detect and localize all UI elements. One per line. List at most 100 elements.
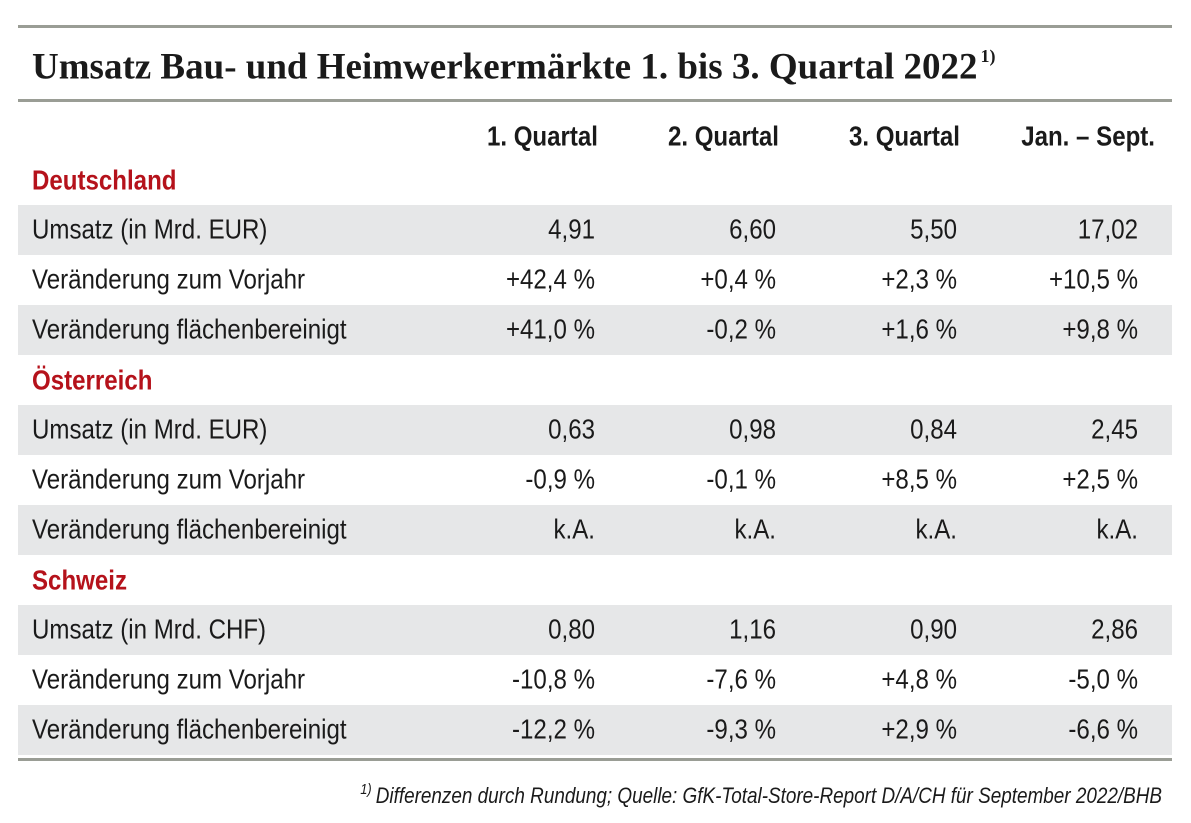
row-label-wrap: Veränderung zum Vorjahr [32,463,305,495]
top-rule [18,25,1172,28]
cell: 5,50 [910,213,957,245]
cell: +10,5 % [1049,263,1138,295]
cell: 2,86 [1091,613,1138,645]
cell: 0,90 [910,613,957,645]
cell: -0,9 % [525,463,595,495]
cell-wrap: 0,90 [910,613,957,645]
cell-wrap: 1,16 [729,613,776,645]
cell: +2,9 % [881,713,957,745]
row-label-wrap: Umsatz (in Mrd. EUR) [32,413,267,445]
cell-wrap: 0,80 [548,613,595,645]
cell-wrap: +2,9 % [881,713,957,745]
cell-wrap: k.A. [1097,513,1138,545]
section-label: Schweiz [32,564,127,596]
cell-wrap: -9,3 % [706,713,776,745]
cell: +2,3 % [881,263,957,295]
cell-wrap: +9,8 % [1062,313,1138,345]
cell-wrap: k.A. [554,513,595,545]
cell: -6,6 % [1068,713,1138,745]
cell: +41,0 % [506,313,595,345]
cell: 0,84 [910,413,957,445]
cell: k.A. [735,513,776,545]
row-shade [18,605,1172,655]
cell: -9,3 % [706,713,776,745]
cell-wrap: 6,60 [729,213,776,245]
cell-wrap: +41,0 % [506,313,595,345]
row-shade [18,505,1172,555]
row-label-wrap: Veränderung flächenbereinigt [32,713,347,745]
table-body: 1. Quartal 2. Quartal 3. Quartal Jan. – Sep… [18,120,1172,755]
cell: -12,2 % [512,713,595,745]
footnote-text: Differenzen durch Rundung; Quelle: GfK-T… [376,784,1162,809]
row-label-wrap: Veränderung zum Vorjahr [32,263,305,295]
cell: 4,91 [548,213,595,245]
cell: 17,02 [1078,213,1138,245]
cell-wrap: 5,50 [910,213,957,245]
cell: 0,80 [548,613,595,645]
title: Umsatz Bau- und Heimwerkermärkte 1. bis … [32,46,978,87]
cell: +0,4 % [700,263,776,295]
cell-wrap: 0,63 [548,413,595,445]
cell: 6,60 [729,213,776,245]
cell-wrap: +8,5 % [881,463,957,495]
cell-wrap: k.A. [735,513,776,545]
cell: 1,16 [729,613,776,645]
row-label: Veränderung flächenbereinigt [32,313,347,345]
section-label-wrap: Österreich [32,364,152,396]
cell-wrap: +2,5 % [1062,463,1138,495]
row-label: Umsatz (in Mrd. EUR) [32,213,267,245]
row-shade [18,705,1172,755]
cell: -7,6 % [706,663,776,695]
cell: k.A. [1097,513,1138,545]
column-header: Jan. – Sept. [1021,120,1155,152]
cell-wrap: -0,9 % [525,463,595,495]
cell-wrap: 2,45 [1091,413,1138,445]
cell-wrap: -7,6 % [706,663,776,695]
cell-wrap: 2,86 [1091,613,1138,645]
cell: -10,8 % [512,663,595,695]
row-label-wrap: Umsatz (in Mrd. EUR) [32,213,267,245]
section-label-wrap: Deutschland [32,164,176,196]
cell-wrap: -5,0 % [1068,663,1138,695]
cell: k.A. [554,513,595,545]
row-label: Veränderung zum Vorjahr [32,663,305,695]
cell-wrap: +0,4 % [700,263,776,295]
row-label-wrap: Veränderung zum Vorjahr [32,663,305,695]
footnote: 1) Differenzen durch Rundung; Quelle: Gf… [360,780,1162,808]
cell: +2,5 % [1062,463,1138,495]
cell: +4,8 % [881,663,957,695]
row-label: Veränderung zum Vorjahr [32,263,305,295]
row-label: Veränderung flächenbereinigt [32,713,347,745]
cell: -0,2 % [706,313,776,345]
column-header-wrap: 3. Quartal [849,120,960,152]
footnote-marker: 1) [360,780,371,797]
row-label: Veränderung zum Vorjahr [32,463,305,495]
title-rule [18,99,1172,102]
cell: +42,4 % [506,263,595,295]
row-shade [18,305,1172,355]
section-label: Österreich [32,364,152,396]
row-label-wrap: Veränderung flächenbereinigt [32,513,347,545]
row-label: Umsatz (in Mrd. CHF) [32,613,266,645]
cell-wrap: 0,98 [729,413,776,445]
column-header: 2. Quartal [668,120,779,152]
title-footnote-marker: 1) [981,46,996,67]
column-header: 1. Quartal [487,120,598,152]
column-header: 3. Quartal [849,120,960,152]
cell: 2,45 [1091,413,1138,445]
cell-wrap: +2,3 % [881,263,957,295]
row-label-wrap: Veränderung flächenbereinigt [32,313,347,345]
section-label-wrap: Schweiz [32,564,127,596]
row-label-wrap: Umsatz (in Mrd. CHF) [32,613,266,645]
row-shade [18,405,1172,455]
cell-wrap: -0,2 % [706,313,776,345]
column-header-wrap: Jan. – Sept. [1021,120,1155,152]
cell: 0,63 [548,413,595,445]
cell: +8,5 % [881,463,957,495]
bottom-rule [18,758,1172,761]
row-label: Umsatz (in Mrd. EUR) [32,413,267,445]
section-label: Deutschland [32,164,176,196]
cell-wrap: -12,2 % [512,713,595,745]
column-header-wrap: 1. Quartal [487,120,598,152]
